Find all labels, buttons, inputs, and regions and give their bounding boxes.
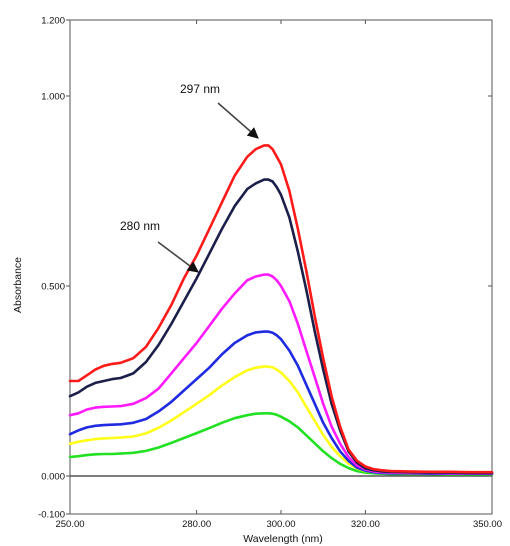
y-tick-label: 1.000 — [41, 92, 65, 103]
x-axis-ticks: 250.00 280.00 300.00 320.00 350.00 — [55, 20, 502, 530]
y-tick-label: -0.100 — [38, 510, 65, 521]
y-axis-ticks: -0.100 0.000 0.500 1.000 1.200 — [38, 16, 492, 521]
spectrum-series-line — [68, 144, 494, 474]
y-tick-label: 0.500 — [41, 282, 65, 293]
x-tick-label: 320.00 — [351, 519, 380, 530]
y-axis-title: Absorbance — [12, 257, 24, 313]
plot-border — [69, 19, 493, 515]
spectrum-series-line — [68, 365, 494, 476]
plot-frame — [69, 19, 493, 515]
peak-annotation-label: 280 nm — [120, 219, 160, 233]
peak-annotation-label: 297 nm — [180, 82, 220, 96]
x-tick-label: 280.00 — [182, 519, 211, 530]
x-tick-label: 250.00 — [55, 519, 84, 530]
x-tick-label: 300.00 — [266, 519, 295, 530]
annotation-arrow — [217, 102, 259, 139]
annotation-arrow — [157, 241, 199, 273]
y-tick-label: 0.000 — [41, 472, 65, 483]
annotations: 297 nm 280 nm — [120, 82, 259, 273]
series-layer — [68, 144, 494, 477]
x-axis-title: Wavelength (nm) — [243, 533, 323, 545]
x-tick-label: 350.00 — [473, 519, 502, 530]
y-tick-label: 1.200 — [41, 16, 65, 27]
